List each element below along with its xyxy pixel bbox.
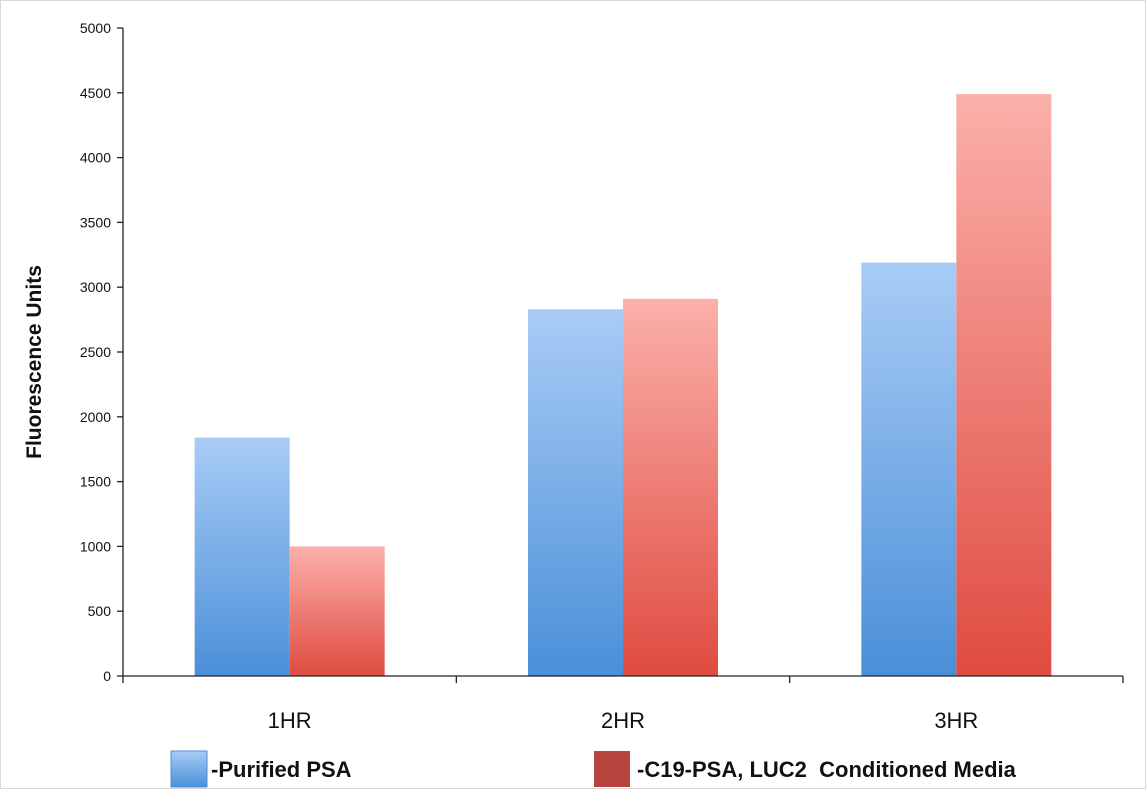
y-tick-label: 2000 [80,409,111,425]
y-tick-label: 1000 [80,538,111,554]
y-tick-label: 4000 [80,150,111,166]
labels-layer: 0 500 1000 1500 2000 2500 3000 3500 4000 4500 5000… [23,20,978,733]
y-tick-label: 2500 [80,344,111,360]
legend-swatch-c19-psa [594,751,630,787]
y-tick-label: 3000 [80,279,111,295]
bars-layer [194,94,1052,676]
bar-c19-psa-3hr [956,94,1052,676]
x-tick-label-3hr: 3HR [934,708,978,733]
bar-purified-psa-2hr [528,309,623,676]
legend-swatch-purified-psa [170,750,208,788]
y-tick-label: 0 [103,668,111,684]
y-tick-label: 500 [88,603,112,619]
y-tick-label: 3500 [80,214,111,230]
y-tick-label: 5000 [80,20,111,36]
legend: -Purified PSA -C19-PSA, LUC2 Conditioned … [170,750,1017,788]
y-axis-label: Fluorescence Units [23,265,46,459]
legend-label-c19-psa: -C19-PSA, LUC2 Conditioned Media [637,757,1017,782]
legend-label-purified-psa: -Purified PSA [211,757,352,782]
bar-purified-psa-1hr [194,437,290,676]
bar-purified-psa-3hr [861,262,957,676]
bar-c19-psa-1hr [289,546,385,676]
x-tick-label-2hr: 2HR [601,708,645,733]
bar-c19-psa-2hr [623,298,718,676]
axes-layer [117,27,1124,683]
y-tick-label: 1500 [80,474,111,490]
x-tick-label-1hr: 1HR [268,708,312,733]
y-tick-label: 4500 [80,85,111,101]
